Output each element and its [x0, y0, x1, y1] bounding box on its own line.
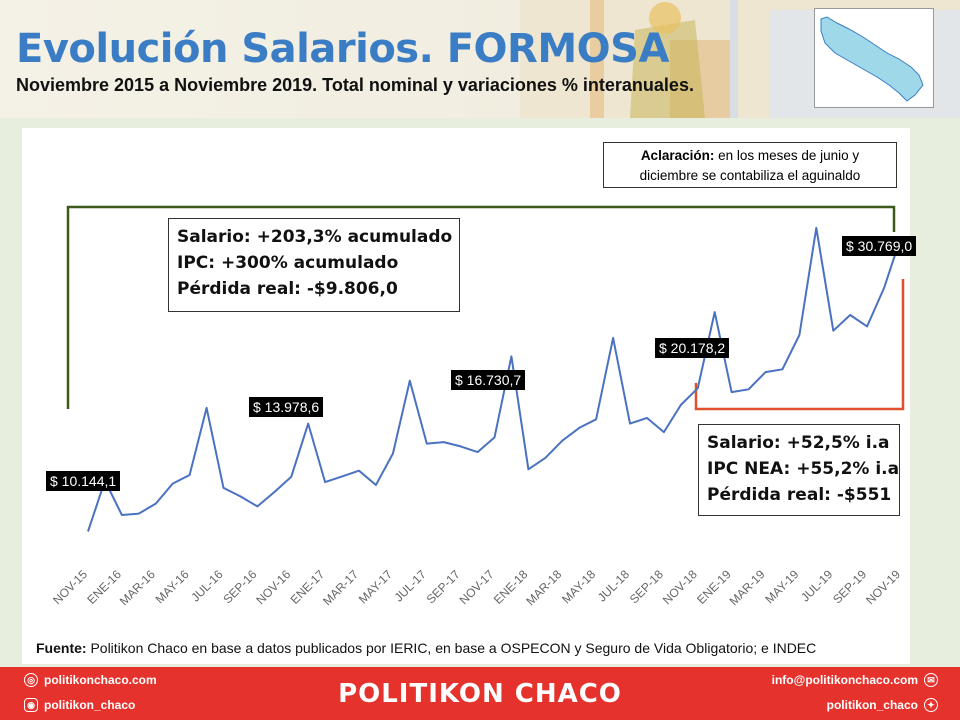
footer-web[interactable]: ◎ politikonchaco.com [24, 673, 157, 687]
summary-year-box: Salario: +52,5% i.a IPC NEA: +55,2% i.a … [698, 424, 900, 516]
footer-email-text: info@politikonchaco.com [771, 673, 918, 687]
formosa-map [814, 8, 934, 108]
clarification-note-line1: en los meses de junio y [714, 148, 860, 163]
x-tick-label: NOV-15 [50, 567, 90, 607]
x-tick-label: MAY-19 [762, 567, 801, 606]
x-tick-label: MAR-16 [117, 567, 158, 608]
clarification-note-line2: diciembre se contabiliza el aguinaldo [639, 168, 861, 183]
x-tick-label: NOV-16 [253, 567, 293, 607]
x-tick-label: SEP-16 [220, 567, 259, 606]
series-line [87, 226, 902, 532]
footer-brand: POLITIKON CHACO [338, 679, 622, 709]
instagram-icon: ◉ [24, 698, 38, 712]
x-tick-label: NOV-18 [660, 567, 700, 607]
twitter-icon: ✦ [924, 698, 938, 712]
summary-total-box: Salario: +203,3% acumulado IPC: +300% ac… [168, 218, 460, 312]
footer-twitter[interactable]: politikon_chaco ✦ [827, 698, 938, 712]
x-tick-label: SEP-19 [830, 567, 869, 606]
footer-instagram[interactable]: ◉ politikon_chaco [24, 698, 135, 712]
value-label-nov15: $ 10.144,1 [46, 471, 121, 491]
x-tick-label: SEP-17 [424, 567, 463, 606]
footer-twitter-text: politikon_chaco [826, 698, 918, 712]
x-tick-label: JUL-18 [595, 567, 632, 604]
globe-icon: ◎ [24, 673, 38, 687]
source-text: Politikon Chaco en base a datos publicad… [86, 640, 817, 656]
bracket-last-year [694, 279, 905, 411]
x-tick-label: MAY-16 [153, 567, 192, 606]
source-bold: Fuente: [36, 640, 87, 656]
x-tick-label: NOV-19 [863, 567, 903, 607]
value-label-nov18: $ 20.178,2 [655, 338, 730, 358]
value-label-nov17: $ 16.730,7 [451, 370, 526, 390]
formosa-map-icon [820, 16, 924, 102]
x-tick-label: JUL-19 [798, 567, 835, 604]
summary-year-loss: Pérdida real: -$551 [707, 485, 892, 505]
x-tick-label: NOV-17 [457, 567, 497, 607]
clarification-note: Aclaración: en los meses de junio y dici… [603, 142, 897, 188]
x-tick-label: MAR-19 [727, 567, 768, 608]
mail-icon: ✉ [924, 673, 938, 687]
clarification-note-bold: Aclaración: [640, 148, 715, 163]
bracket-total-period [66, 205, 896, 409]
page-title: Evolución Salarios. FORMOSA [16, 26, 669, 72]
summary-total-salary: Salario: +203,3% acumulado [177, 227, 453, 247]
summary-year-ipc: IPC NEA: +55,2% i.a [707, 459, 900, 479]
footer-web-text: politikonchaco.com [44, 673, 157, 687]
x-tick-label: MAR-18 [523, 567, 564, 608]
x-tick-label: JUL-17 [392, 567, 429, 604]
summary-year-salary: Salario: +52,5% i.a [707, 433, 890, 453]
chart-panel [22, 128, 910, 664]
summary-total-ipc: IPC: +300% acumulado [177, 253, 399, 273]
x-tick-label: MAY-18 [559, 567, 598, 606]
value-label-nov19: $ 30.769,0 [842, 236, 917, 256]
x-tick-label: MAY-17 [356, 567, 395, 606]
value-label-nov16: $ 13.978,6 [249, 397, 324, 417]
summary-total-loss: Pérdida real: -$9.806,0 [177, 279, 398, 299]
footer-instagram-text: politikon_chaco [44, 698, 136, 712]
footer-email[interactable]: info@politikonchaco.com ✉ [772, 673, 938, 687]
x-tick-label: MAR-17 [320, 567, 361, 608]
page-subtitle: Noviembre 2015 a Noviembre 2019. Total n… [16, 75, 694, 95]
x-tick-label: JUL-16 [188, 567, 225, 604]
footer-bar: ◎ politikonchaco.com ◉ politikon_chaco P… [0, 667, 960, 720]
source-note: Fuente: Politikon Chaco en base a datos … [36, 640, 816, 656]
x-tick-label: SEP-18 [627, 567, 666, 606]
